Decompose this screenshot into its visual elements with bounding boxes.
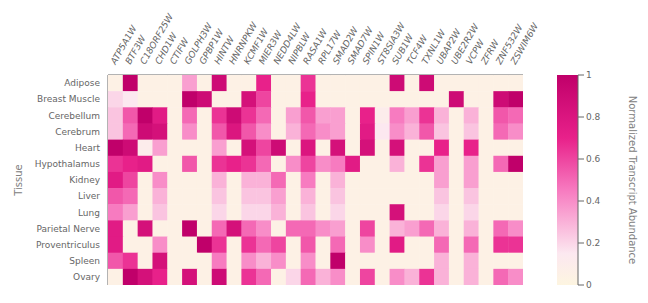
svg-text:SMAD7W: SMAD7W: [345, 25, 375, 66]
svg-text:UBAP2W: UBAP2W: [434, 27, 463, 66]
svg-text:NIPBLW: NIPBLW: [286, 31, 313, 66]
svg-text:1: 1: [586, 70, 592, 80]
svg-text:SPIN1W: SPIN1W: [360, 30, 387, 66]
svg-text:HINTW: HINTW: [212, 34, 237, 66]
svg-text:NEDD4LW: NEDD4LW: [271, 21, 303, 66]
svg-text:GPBP1W: GPBP1W: [197, 27, 226, 66]
svg-text:ZSWIM6W: ZSWIM6W: [508, 20, 541, 67]
svg-text:UBE2R2W: UBE2R2W: [449, 22, 481, 66]
svg-text:GOLPH3W: GOLPH3W: [182, 21, 215, 66]
svg-text:CHD1W: CHD1W: [152, 31, 179, 66]
svg-text:0.8: 0.8: [586, 112, 601, 122]
svg-text:Normalized Transcript Abundanc: Normalized Transcript Abundance: [627, 96, 638, 264]
svg-text:Breast Muscle: Breast Muscle: [37, 94, 100, 104]
svg-text:TCF4W: TCF4W: [404, 33, 430, 66]
svg-text:Liver: Liver: [78, 191, 100, 201]
svg-text:CTIFW: CTIFW: [167, 36, 191, 66]
svg-text:MIER3W: MIER3W: [256, 29, 284, 66]
svg-text:BTF3W: BTF3W: [123, 33, 148, 66]
svg-text:0.4: 0.4: [586, 196, 601, 206]
svg-text:Cerebellum: Cerebellum: [48, 111, 100, 121]
svg-text:Hypothalamus: Hypothalamus: [35, 159, 101, 169]
svg-text:ZNF532W: ZNF532W: [493, 22, 525, 66]
svg-text:SMAD2W: SMAD2W: [330, 25, 361, 66]
svg-text:Heart: Heart: [75, 143, 101, 153]
svg-text:HNRNPKW: HNRNPKW: [227, 20, 260, 66]
svg-text:ATP5A1W: ATP5A1W: [108, 23, 139, 66]
svg-text:SUB1W: SUB1W: [390, 32, 416, 66]
svg-text:KCMF1W: KCMF1W: [241, 26, 271, 66]
svg-text:Adipose: Adipose: [64, 78, 100, 88]
svg-text:RPL17W: RPL17W: [316, 28, 344, 66]
svg-text:ZFRW: ZFRW: [479, 38, 501, 66]
svg-text:Proventriculus: Proventriculus: [36, 240, 100, 250]
svg-text:Kidney: Kidney: [69, 175, 100, 185]
svg-text:0: 0: [586, 280, 592, 290]
svg-text:ST8SIA3W: ST8SIA3W: [375, 21, 407, 66]
svg-text:TXNL1W: TXNL1W: [419, 28, 448, 66]
svg-text:0.2: 0.2: [586, 238, 600, 248]
svg-text:0.6: 0.6: [586, 154, 601, 164]
svg-text:Ovary: Ovary: [73, 272, 101, 282]
svg-text:C18ORF25W: C18ORF25W: [138, 12, 176, 66]
svg-text:Lung: Lung: [78, 208, 100, 218]
svg-text:RASA1W: RASA1W: [301, 27, 330, 66]
svg-text:Parietal Nerve: Parietal Nerve: [36, 224, 100, 234]
svg-text:Tissue: Tissue: [13, 164, 24, 197]
svg-text:Cerebrum: Cerebrum: [55, 127, 100, 137]
svg-text:VCPW: VCPW: [464, 37, 487, 66]
svg-text:Spleen: Spleen: [69, 256, 100, 266]
